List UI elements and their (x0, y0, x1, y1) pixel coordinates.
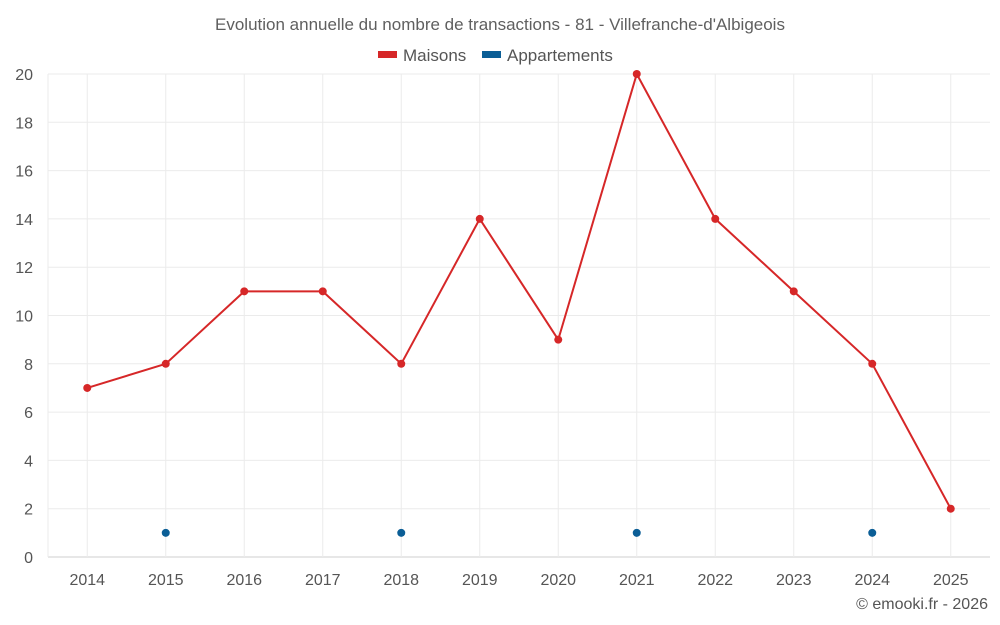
x-tick-label: 2014 (69, 572, 105, 589)
legend: Maisons Appartements (378, 46, 613, 65)
x-tick-label: 2024 (854, 572, 890, 589)
y-tick-label: 2 (24, 502, 33, 519)
x-tick-label: 2022 (697, 572, 733, 589)
y-tick-label: 10 (15, 309, 33, 326)
legend-item-maisons[interactable]: Maisons (378, 46, 466, 65)
legend-label-appartements: Appartements (507, 46, 613, 65)
x-axis-ticks: 2014 2015 2016 2017 2018 2019 2020 2021 2022 2023… (69, 572, 968, 589)
data-point-maisons[interactable] (789, 287, 798, 296)
y-tick-label: 20 (15, 67, 33, 84)
x-tick-label: 2025 (933, 572, 969, 589)
x-tick-label: 2019 (462, 572, 498, 589)
y-tick-label: 18 (15, 115, 33, 132)
data-point-appartements[interactable] (161, 528, 170, 537)
data-point-maisons[interactable] (632, 70, 641, 78)
x-tick-label: 2021 (619, 572, 655, 589)
legend-swatch-appartements (482, 51, 501, 58)
data-point-maisons[interactable] (946, 504, 955, 513)
x-tick-label: 2016 (226, 572, 262, 589)
chart-title: Evolution annuelle du nombre de transact… (215, 15, 785, 34)
data-point-maisons[interactable] (83, 383, 92, 392)
series-layer (83, 70, 955, 537)
gridlines (47, 73, 990, 558)
y-tick-label: 4 (24, 453, 33, 470)
x-tick-label: 2020 (540, 572, 576, 589)
data-point-appartements[interactable] (397, 528, 406, 537)
legend-item-appartements[interactable]: Appartements (482, 46, 613, 65)
legend-label-maisons: Maisons (403, 46, 466, 65)
y-axis-ticks: 0 2 4 6 8 10 12 14 16 18 20 (15, 67, 33, 567)
data-point-maisons[interactable] (397, 359, 406, 368)
data-point-maisons[interactable] (554, 335, 563, 344)
legend-swatch-maisons (378, 51, 397, 58)
y-tick-label: 8 (24, 357, 33, 374)
y-tick-label: 14 (15, 212, 33, 229)
data-point-maisons[interactable] (240, 287, 249, 296)
data-point-appartements[interactable] (868, 528, 877, 537)
y-tick-label: 6 (24, 405, 33, 422)
x-tick-label: 2015 (148, 572, 184, 589)
y-tick-label: 0 (24, 550, 33, 567)
data-point-appartements[interactable] (632, 528, 641, 537)
data-point-maisons[interactable] (161, 359, 170, 368)
y-tick-label: 12 (15, 260, 33, 277)
data-point-maisons[interactable] (475, 214, 484, 223)
x-tick-label: 2023 (776, 572, 812, 589)
x-tick-label: 2017 (305, 572, 341, 589)
credit-text: © emooki.fr - 2026 (856, 596, 988, 613)
data-point-maisons[interactable] (711, 214, 720, 223)
series-line-maisons (86, 73, 952, 510)
x-tick-label: 2018 (383, 572, 419, 589)
y-tick-label: 16 (15, 164, 33, 181)
data-point-maisons[interactable] (318, 287, 327, 296)
data-point-maisons[interactable] (868, 359, 877, 368)
